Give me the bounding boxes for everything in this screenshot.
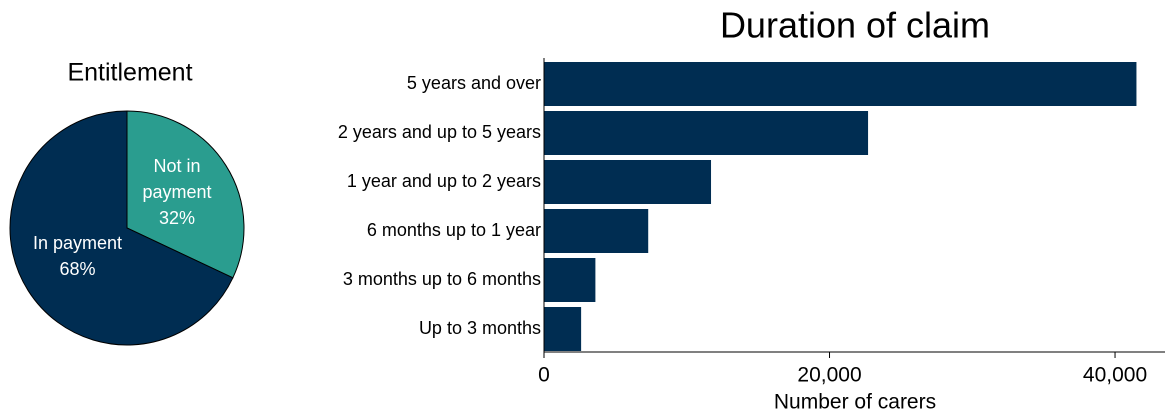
bar xyxy=(544,209,649,253)
y-tick-label: 2 years and up to 5 years xyxy=(338,122,541,142)
x-axis-label: Number of carers xyxy=(774,391,936,414)
label-line: 68% xyxy=(59,259,96,279)
x-tick-label: 0 xyxy=(538,364,550,387)
slice-label: In payment 68% xyxy=(10,230,145,282)
pie-title: Entitlement xyxy=(67,59,192,87)
bar xyxy=(544,62,1137,106)
slice-label-text: In payment 68% xyxy=(10,230,145,282)
y-tick-label: Up to 3 months xyxy=(419,318,541,338)
label-line: In payment xyxy=(32,233,123,253)
slice-label-text: Not in payment 32% xyxy=(132,153,222,231)
y-tick-label: 6 months up to 1 year xyxy=(367,220,541,240)
pie-slice xyxy=(126,110,245,279)
slice-label: Not in payment 32% xyxy=(132,153,222,231)
x-tick-label: 40,000 xyxy=(1083,364,1147,387)
x-tick-label: 20,000 xyxy=(797,364,861,387)
bar xyxy=(544,111,869,155)
bar xyxy=(544,160,712,204)
pie-slice xyxy=(9,110,234,346)
y-tick-label: 1 year and up to 2 years xyxy=(347,171,541,191)
bar xyxy=(544,307,582,351)
label-line: Not in payment xyxy=(142,156,212,202)
y-tick-label: 3 months up to 6 months xyxy=(343,269,541,289)
label-line: 32% xyxy=(158,208,196,228)
bar xyxy=(544,258,596,302)
bar-title: Duration of claim xyxy=(720,5,990,46)
y-tick-label: 5 years and over xyxy=(407,73,541,93)
